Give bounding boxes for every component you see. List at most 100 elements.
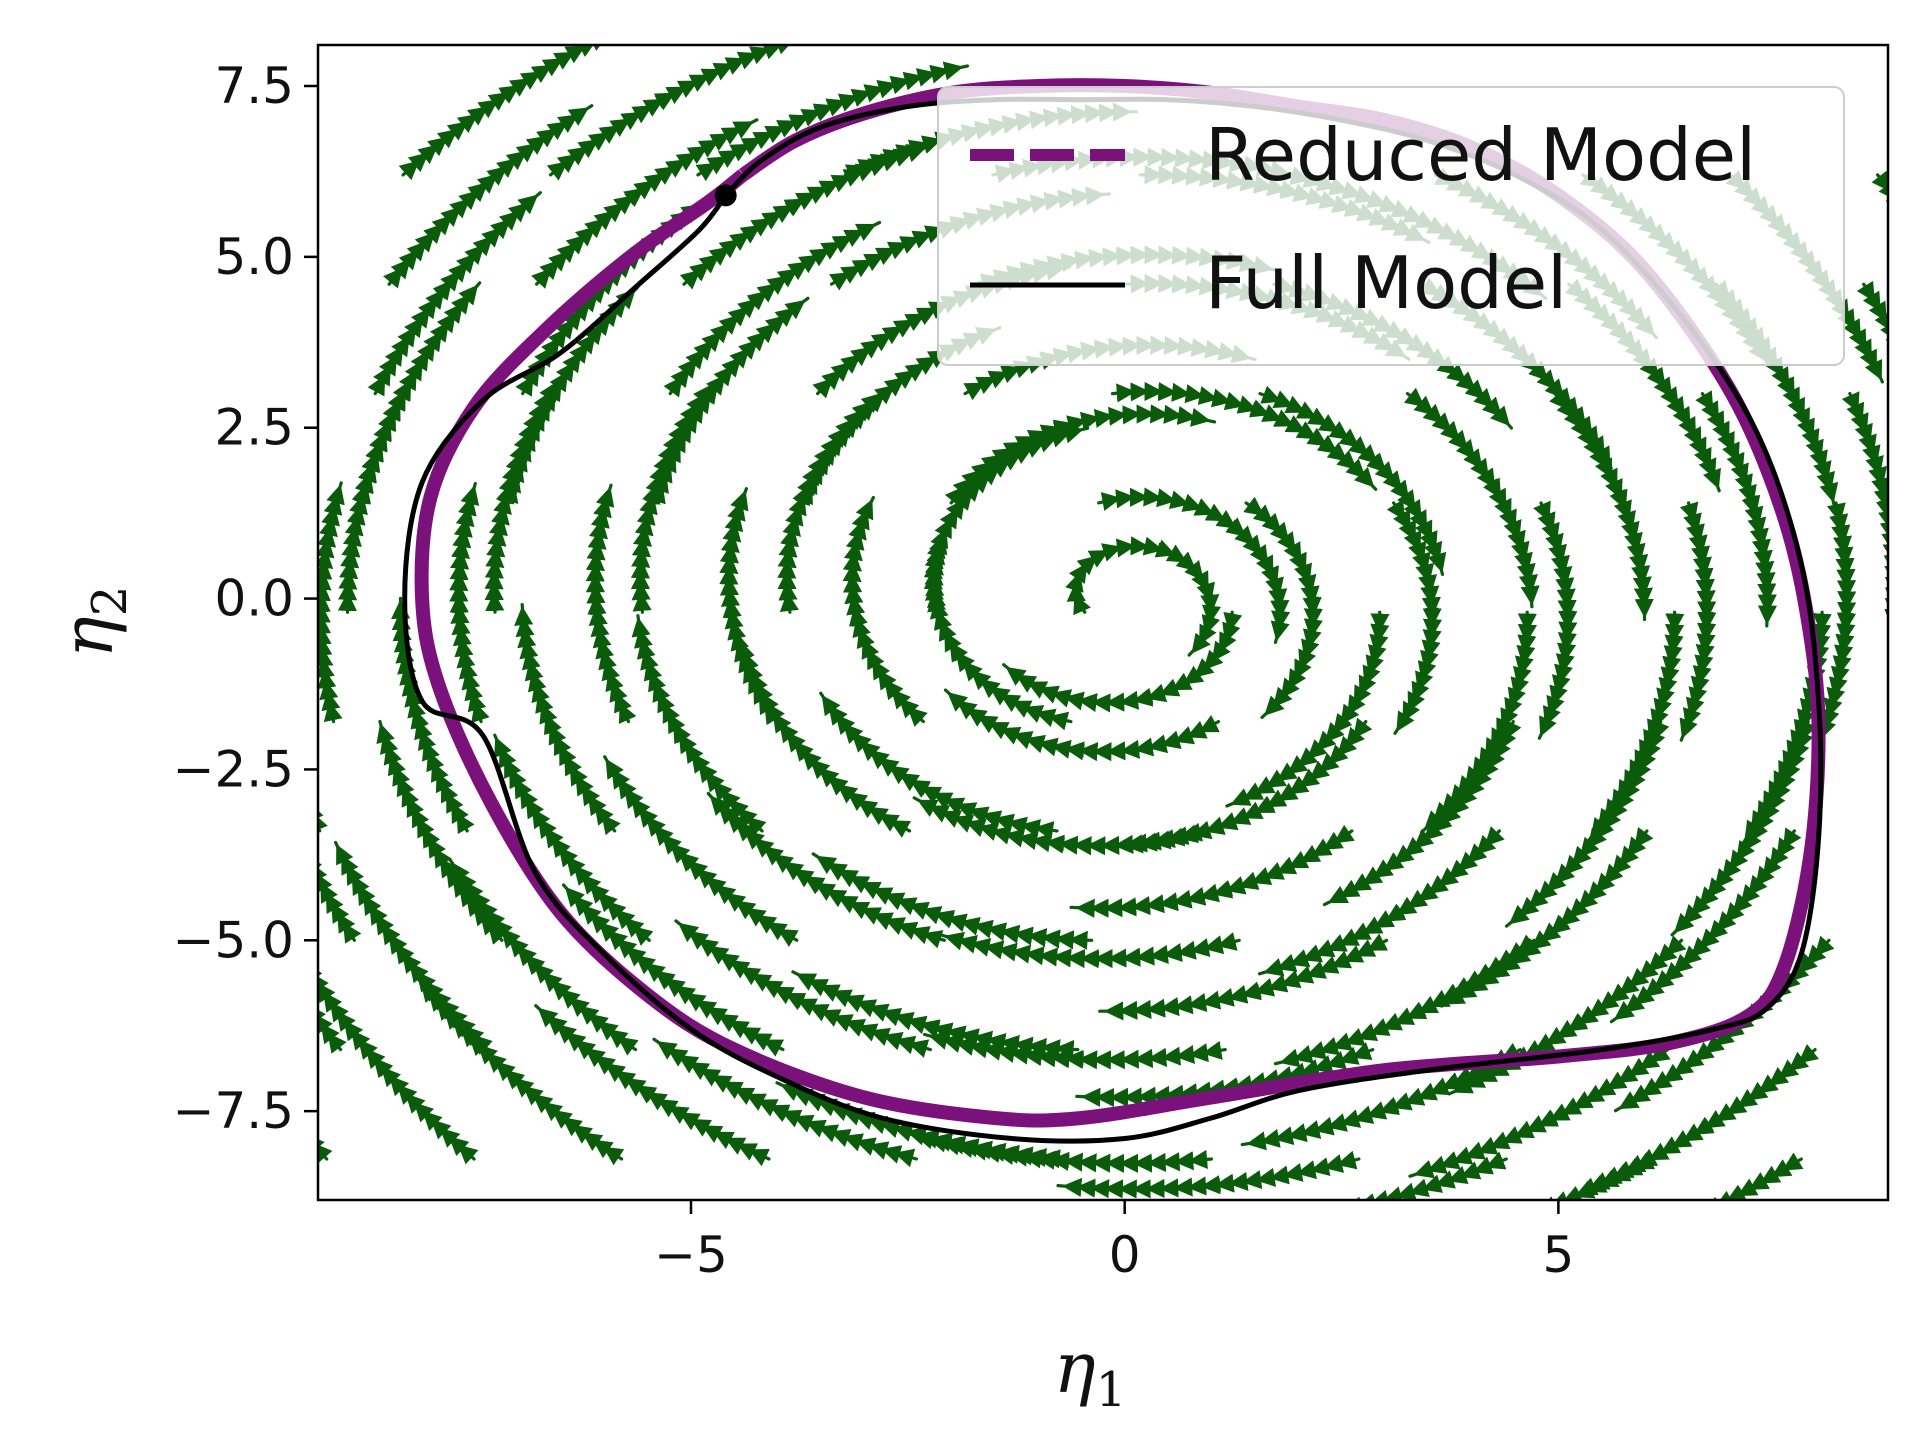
streamline-arrow <box>499 84 520 102</box>
streamline-arrow <box>1566 1014 1588 1032</box>
streamline-arrow <box>1240 983 1262 998</box>
streamline-arrow <box>725 597 740 619</box>
y-tick-label: 0.0 <box>214 570 294 628</box>
streamline <box>1504 719 1670 928</box>
streamline-arrow <box>916 307 938 323</box>
streamline-arrow <box>933 912 955 926</box>
streamline <box>1117 717 1373 854</box>
streamline-arrow <box>295 990 318 1014</box>
streamline-arrow <box>1249 401 1271 416</box>
streamline <box>1220 1151 1508 1200</box>
streamline-arrow <box>851 605 866 627</box>
y-tick-label: −2.5 <box>173 740 294 798</box>
streamline-arrow <box>545 713 560 735</box>
streamline-arrow <box>1405 1003 1427 1019</box>
streamline <box>417 978 625 1166</box>
y-axis-label: η2 <box>47 586 138 659</box>
streamline-arrow <box>784 992 806 1009</box>
streamline-arrow <box>468 181 489 201</box>
streamline-arrow <box>624 187 645 206</box>
streamline-arrow <box>678 851 698 871</box>
streamline-arrow <box>503 1069 524 1088</box>
streamline-arrow <box>1384 905 1406 922</box>
streamline-arrow <box>1304 596 1319 618</box>
streamline <box>663 220 882 398</box>
streamline-arrow <box>395 379 412 401</box>
streamline <box>1273 934 1538 1068</box>
streamline-arrow <box>1693 1118 1714 1136</box>
legend-label-full-model: Full Model <box>1205 241 1567 325</box>
streamline <box>736 637 912 838</box>
streamline-arrow <box>1796 719 1810 741</box>
streamline-arrow <box>1496 717 1512 740</box>
x-tick-label: −5 <box>654 1226 728 1284</box>
streamline-arrow <box>524 954 544 974</box>
streamline-arrow <box>919 1021 941 1036</box>
streamline-arrow <box>452 592 467 614</box>
streamline-arrow <box>768 1105 790 1120</box>
streamline <box>719 487 783 726</box>
streamline-arrow <box>654 92 676 109</box>
streamline-arrow <box>394 943 413 964</box>
legend: Reduced Model Full Model <box>937 86 1845 366</box>
x-tick-label: 0 <box>1109 1226 1141 1284</box>
streamline-arrow <box>1894 200 1917 224</box>
streamline-arrow <box>813 105 835 120</box>
streamline-arrow <box>1064 743 1085 758</box>
streamline-arrow <box>1743 495 1758 517</box>
streamline-arrow <box>1549 916 1570 935</box>
legend-box <box>937 86 1845 366</box>
streamline <box>1587 610 1685 842</box>
streamline-arrow <box>1378 1099 1400 1113</box>
legend-label-reduced-model: Reduced Model <box>1205 113 1756 197</box>
y-axis: −7.5 −5.0 −2.5 0.0 2.5 5.0 7.5 <box>173 57 318 1140</box>
y-tick-label: −5.0 <box>173 911 294 969</box>
streamline <box>585 483 637 724</box>
streamline <box>1447 935 1687 1096</box>
streamline <box>923 424 1090 614</box>
streamline-arrow <box>1839 612 1854 633</box>
streamline-arrow <box>1424 607 1439 628</box>
streamline-arrow <box>1649 719 1663 741</box>
streamline-arrow <box>1779 377 1795 399</box>
streamline-arrow <box>1893 342 1914 366</box>
streamline-arrow <box>1132 689 1154 704</box>
streamline <box>1533 500 1578 740</box>
streamline-arrow <box>318 591 329 613</box>
streamline <box>318 962 479 1165</box>
streamline-arrow <box>1044 837 1065 852</box>
streamline <box>1110 381 1378 491</box>
streamline-arrow <box>635 1084 657 1102</box>
streamline-arrow <box>1560 610 1575 631</box>
streamline-arrow <box>1200 1177 1221 1192</box>
streamline <box>647 296 810 505</box>
streamline-arrow <box>793 740 813 761</box>
streamline-arrow <box>275 703 293 725</box>
streamline-arrow <box>1699 611 1714 632</box>
streamline-arrow <box>551 836 569 857</box>
streamline <box>352 281 482 505</box>
streamline-arrow <box>748 290 768 309</box>
streamline-arrow <box>1561 1188 1583 1200</box>
streamline <box>534 1004 771 1167</box>
streamline-arrow <box>1725 1186 1747 1200</box>
streamline <box>337 377 414 614</box>
streamline <box>1002 610 1243 713</box>
streamline <box>1871 170 1888 240</box>
y-tick-label: 7.5 <box>214 57 294 115</box>
streamline-arrow <box>413 708 427 730</box>
y-tick-label: −7.5 <box>173 1082 294 1140</box>
streamline <box>1257 826 1505 977</box>
streamline <box>1322 719 1522 907</box>
streamline-arrow <box>672 722 690 744</box>
streamline-arrow <box>373 1057 392 1077</box>
streamline <box>811 852 1094 950</box>
streamline <box>391 596 475 835</box>
streamline-arrow <box>1155 542 1177 556</box>
streamline <box>1098 933 1389 1021</box>
full-model-start-point <box>714 184 737 207</box>
streamline <box>1258 385 1447 576</box>
streamline-arrow <box>1053 422 1075 436</box>
streamline-arrow <box>784 198 806 215</box>
